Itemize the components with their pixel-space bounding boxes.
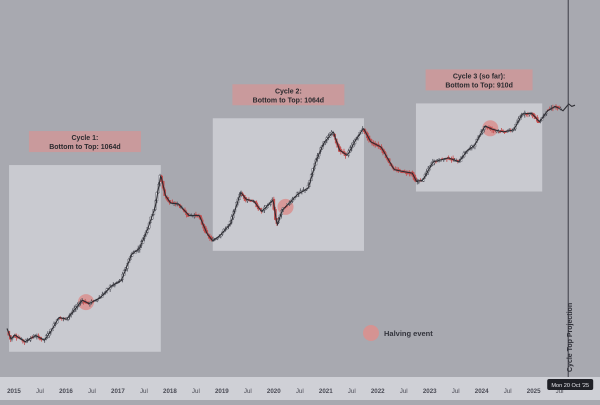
x-tick-label: 2024 (475, 388, 489, 395)
x-tick-label: 2021 (319, 388, 333, 395)
cycle-box-1 (9, 165, 161, 352)
x-tick-label: 2017 (111, 388, 125, 395)
cycle-label-bg-2 (232, 84, 345, 106)
x-tick-label: Jul (140, 388, 148, 395)
x-tick-label: Jul (556, 388, 564, 395)
x-tick-label: Jul (88, 388, 96, 395)
x-tick-label: Jul (452, 388, 460, 395)
cycle-label-bg-3 (425, 69, 533, 91)
x-axis: 2015 Jul 2016 Jul 2017 Jul 2018 Jul 2019 Jul 2020 J… (0, 377, 600, 400)
cycle-label-subtitle-3: Bottom to Top: 910d (445, 82, 513, 89)
cycle-box-2 (212, 118, 364, 251)
x-tick-label: Jul (36, 388, 44, 395)
price-line (6, 103, 576, 343)
x-tick-label: Jul (400, 388, 408, 395)
x-tick-label: Jul (244, 388, 252, 395)
x-tick-label: 2025 (527, 388, 541, 395)
cycle-label-title-3: Cycle 3 (so far): (453, 73, 506, 80)
x-tick-label: 2023 (423, 388, 437, 395)
x-tick-label: 2022 (371, 388, 385, 395)
price-line-path (6, 106, 560, 343)
cycle-box-3 (415, 103, 543, 192)
projection-path (560, 103, 576, 112)
projection-group: Cycle Top Projection (567, 0, 574, 377)
x-tick-label: 2018 (163, 388, 177, 395)
projection-date-label: Mon 20 Oct '25 (551, 383, 589, 389)
cycle-label-subtitle-1: Bottom to Top: 1064d (49, 144, 120, 151)
x-tick-label: 2015 (7, 388, 21, 395)
cycle-labels: Cycle 1: Bottom to Top: 1064d Cycle 2: Bott… (28, 69, 533, 153)
cycle-label-title-2: Cycle 2: (275, 88, 302, 95)
cycle-label-bg-1 (28, 131, 141, 153)
projection-date-badge (547, 379, 594, 390)
legend: Halving event (363, 325, 433, 341)
x-axis-band (0, 377, 600, 400)
x-tick-label: Jul (296, 388, 304, 395)
candle-body (498, 131, 502, 133)
x-tick-label: Jul (192, 388, 200, 395)
projection-label: Cycle Top Projection (567, 303, 574, 372)
x-tick-label: 2020 (267, 388, 281, 395)
legend-halving-marker (363, 325, 379, 341)
x-tick-label: Jul (504, 388, 512, 395)
cycle-label-title-1: Cycle 1: (72, 135, 99, 142)
legend-label: Halving event (384, 329, 433, 338)
x-tick-label: 2019 (215, 388, 229, 395)
cycle-label-subtitle-2: Bottom to Top: 1064d (253, 97, 324, 104)
x-tick-label: 2016 (59, 388, 73, 395)
x-tick-label: Jul (348, 388, 356, 395)
